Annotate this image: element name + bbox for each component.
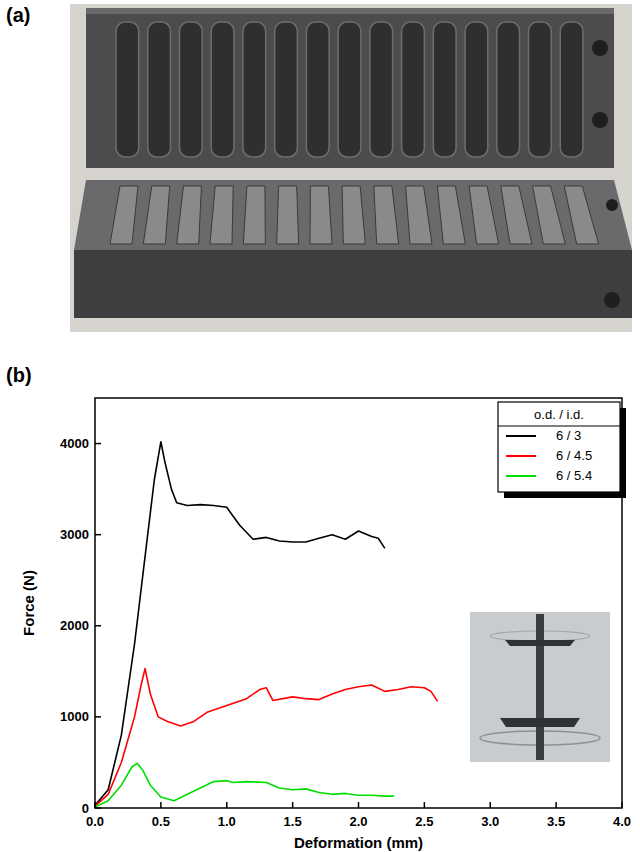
x-tick-label: 2.0 (349, 814, 367, 829)
groove (374, 186, 399, 244)
y-tick (95, 625, 101, 627)
groove (211, 22, 234, 157)
panel-label: (b) (6, 364, 32, 386)
x-tick-label: 0.5 (152, 814, 170, 829)
groove (143, 186, 169, 244)
mold-top (86, 8, 614, 168)
x-tick (358, 802, 360, 808)
series-line (95, 763, 394, 807)
x-tick (292, 802, 294, 808)
groove (406, 186, 432, 244)
y-tick-label: 4000 (60, 436, 89, 451)
y-tick (95, 443, 101, 445)
groove (533, 186, 566, 244)
x-tick (424, 802, 426, 808)
legend-box (498, 402, 620, 492)
rod (536, 614, 544, 760)
groove (306, 22, 329, 157)
legend-swatch (506, 455, 536, 457)
plot-frame (95, 398, 622, 808)
mold-photo (70, 4, 632, 332)
y-tick-label: 1000 (60, 709, 89, 724)
groove (342, 186, 365, 244)
y-tick-label: 0 (82, 801, 89, 816)
legend-entry: 6 / 3 (556, 428, 581, 443)
groove (338, 22, 361, 157)
x-tick (226, 802, 228, 808)
legend-divider (498, 426, 620, 427)
groove (243, 186, 265, 244)
groove (465, 22, 488, 157)
mold-edge (86, 8, 614, 14)
groove (370, 22, 393, 157)
groove (501, 186, 532, 244)
x-tick-label: 1.0 (218, 814, 236, 829)
groove (310, 186, 332, 244)
groove (560, 22, 583, 157)
x-axis-title: Deformation (mm) (294, 834, 423, 851)
y-tick (95, 534, 101, 536)
y-tick (95, 716, 101, 718)
groove (564, 186, 598, 244)
x-tick-label: 2.5 (415, 814, 433, 829)
groove (116, 22, 139, 157)
groove (177, 186, 202, 244)
x-tick-label: 4.0 (613, 814, 631, 829)
plate (500, 718, 580, 727)
y-tick (95, 807, 101, 809)
x-tick (490, 802, 492, 808)
inset-photo (470, 612, 610, 762)
groove (148, 22, 171, 157)
series-line (95, 442, 385, 806)
legend-swatch (506, 475, 536, 477)
hole (592, 40, 608, 56)
groove (529, 22, 552, 157)
hole (606, 199, 618, 211)
legend-title: o.d. / i.d. (534, 407, 584, 422)
y-tick-label: 3000 (60, 527, 89, 542)
photo-background (70, 4, 632, 332)
groove (433, 22, 456, 157)
groove (469, 186, 499, 244)
groove (179, 22, 202, 157)
x-tick (621, 802, 623, 808)
inset-background (470, 612, 610, 762)
x-tick-label: 1.5 (284, 814, 302, 829)
mold-bottom-top (74, 180, 632, 250)
groove (437, 186, 465, 244)
legend-entry: 6 / 4.5 (556, 448, 592, 463)
x-tick-label: 3.0 (481, 814, 499, 829)
x-tick (555, 802, 557, 808)
y-axis-title: Force (N) (20, 570, 37, 636)
x-tick (160, 802, 162, 808)
groove (210, 186, 233, 244)
groove (277, 186, 299, 244)
y-tick-label: 2000 (60, 618, 89, 633)
legend: o.d. / i.d. 6 / 3 6 / 4.5 6 / 5.4 (498, 402, 626, 498)
lines (95, 442, 438, 807)
groove (402, 22, 425, 157)
x-tick-label: 3.5 (547, 814, 565, 829)
groove (110, 186, 138, 244)
mold-bottom-front (74, 250, 632, 318)
hole (592, 112, 608, 128)
groove (497, 22, 520, 157)
legend-entry: 6 / 5.4 (556, 468, 592, 483)
series-line (95, 669, 438, 807)
x-tick-label: 0.0 (86, 814, 104, 829)
x-tick (94, 802, 96, 808)
groove (275, 22, 298, 157)
hole (604, 292, 620, 308)
page: (a) (b) 0.0 0.5 1.0 1.5 2.0 2.5 3.0 3.5 4.0 0 1000 20… (0, 0, 640, 852)
panel-label: (a) (6, 4, 30, 26)
legend-swatch (506, 435, 536, 437)
plate (505, 640, 575, 646)
groove (243, 22, 266, 157)
